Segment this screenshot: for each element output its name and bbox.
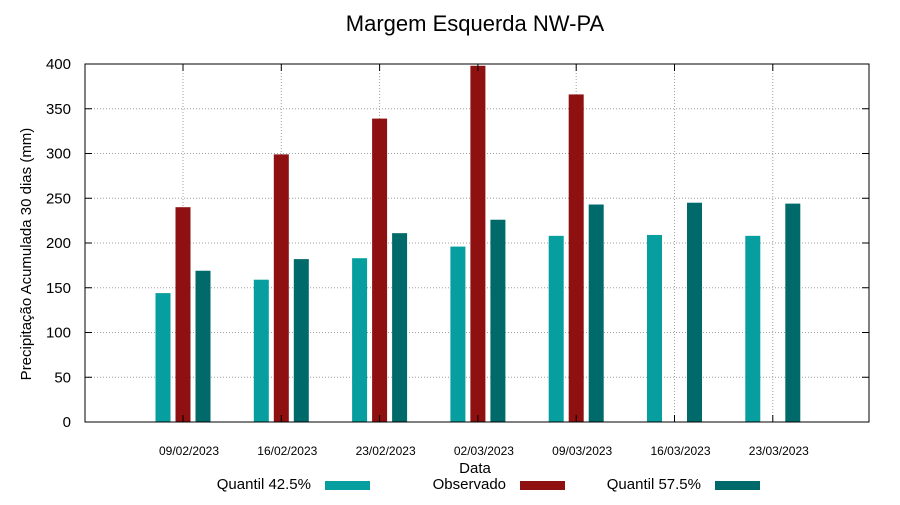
bar xyxy=(293,259,309,422)
bar xyxy=(588,204,604,422)
bar xyxy=(273,154,289,422)
legend-swatch xyxy=(715,481,760,490)
legend-swatch xyxy=(325,481,370,490)
bar xyxy=(785,203,801,422)
bar xyxy=(548,235,564,422)
bar xyxy=(392,233,408,422)
x-tick-label: 16/03/2023 xyxy=(650,444,710,458)
x-tick-label: 09/03/2023 xyxy=(552,444,612,458)
x-tick-label: 23/03/2023 xyxy=(749,444,809,458)
x-tick-label: 02/03/2023 xyxy=(454,444,514,458)
y-tick-label: 0 xyxy=(63,414,71,431)
bar xyxy=(470,65,486,422)
legend: Quantil 42.5% Observado Quantil 57.5% xyxy=(217,476,760,493)
bar xyxy=(175,207,191,422)
chart-title: Margem Esquerda NW-PA xyxy=(346,11,605,36)
y-tick-label: 200 xyxy=(46,235,71,252)
y-tick-label: 250 xyxy=(46,190,71,207)
legend-label: Quantil 57.5% xyxy=(607,476,701,493)
bar xyxy=(745,235,761,422)
y-tick-label: 400 xyxy=(46,56,71,73)
bar xyxy=(647,234,662,422)
y-tick-label: 350 xyxy=(46,101,71,118)
bars xyxy=(155,65,801,423)
y-axis-label: Precipitação Acumulada 30 dias (mm) xyxy=(18,128,35,381)
bar xyxy=(195,270,211,422)
legend-swatch xyxy=(520,481,565,490)
y-tick-label: 150 xyxy=(46,280,71,297)
axis-ticks: 0 50 100 150 200 250 300 350 400 09/02/2023 16/02/… xyxy=(46,56,869,458)
x-tick-label: 16/02/2023 xyxy=(257,444,317,458)
x-tick-label: 23/02/2023 xyxy=(356,444,416,458)
bar xyxy=(568,94,584,423)
y-tick-label: 300 xyxy=(46,146,71,163)
bar xyxy=(687,202,702,422)
x-axis-label: Data xyxy=(459,460,491,477)
legend-label: Quantil 42.5% xyxy=(217,476,311,493)
bar xyxy=(155,293,171,422)
legend-label: Observado xyxy=(433,476,506,493)
bar xyxy=(490,219,506,422)
bar xyxy=(450,246,466,422)
bar xyxy=(253,279,269,422)
y-tick-label: 100 xyxy=(46,325,71,342)
bar xyxy=(352,258,368,422)
x-tick-label: 09/02/2023 xyxy=(159,444,219,458)
y-tick-label: 50 xyxy=(54,369,71,386)
bar xyxy=(372,118,388,422)
